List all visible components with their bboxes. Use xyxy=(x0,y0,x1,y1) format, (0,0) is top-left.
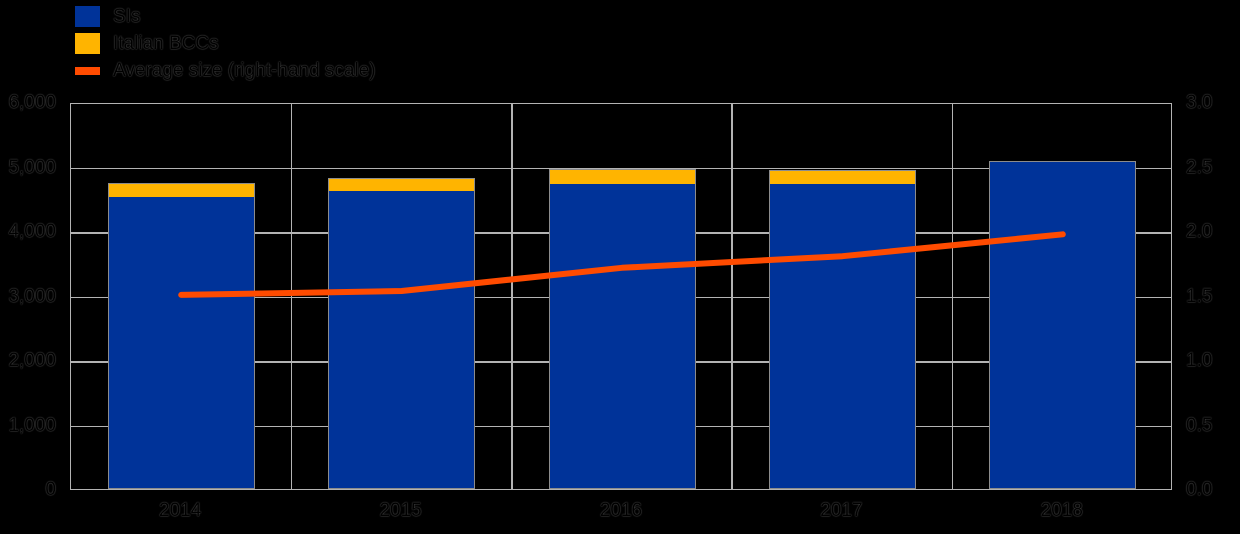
right-axis-tick: 0.5 xyxy=(1186,414,1213,436)
right-axis-tick: 2.5 xyxy=(1186,156,1213,178)
bccs-swatch-icon xyxy=(75,33,100,54)
legend-item-sis: SIs xyxy=(75,3,376,30)
bar-2016 xyxy=(548,169,696,489)
segment-sis xyxy=(329,191,475,488)
segment-italian-bccs xyxy=(769,170,915,185)
legend-label-sis: SIs xyxy=(113,5,141,27)
segment-sis xyxy=(990,161,1136,488)
right-axis-tick: 1.0 xyxy=(1186,350,1213,371)
gridline-vertical xyxy=(511,104,513,489)
right-axis-tick: 0.0 xyxy=(1186,479,1213,500)
legend: SIs Italian BCCs Average size (right-han… xyxy=(75,3,376,84)
gridline-vertical xyxy=(951,104,954,489)
left-axis-tick: 6,000 xyxy=(8,92,56,113)
bar-2015 xyxy=(328,178,476,489)
legend-label-average-size: Average size (right-hand scale) xyxy=(113,59,376,81)
legend-item-average-size: Average size (right-hand scale) xyxy=(75,57,376,84)
left-axis-tick: 5,000 xyxy=(8,156,56,178)
gridline-vertical xyxy=(731,104,733,489)
left-axis-tick: 4,000 xyxy=(8,221,56,242)
x-axis-label-2018: 2018 xyxy=(1040,500,1083,521)
x-axis-label-2016: 2016 xyxy=(599,500,643,521)
right-axis-tick: 3.0 xyxy=(1186,92,1213,113)
bar-2018 xyxy=(989,160,1137,489)
legend-item-bccs: Italian BCCs xyxy=(75,30,376,57)
left-axis-tick: 1,000 xyxy=(8,414,56,436)
segment-sis xyxy=(769,184,915,488)
segment-sis xyxy=(549,183,695,488)
segment-italian-bccs xyxy=(329,179,475,192)
gridline-vertical xyxy=(290,104,293,489)
x-axis-label-2014: 2014 xyxy=(159,500,202,521)
x-axis-label-2017: 2017 xyxy=(820,500,863,521)
segment-italian-bccs xyxy=(108,184,254,197)
average-size-line-swatch-icon xyxy=(75,66,100,75)
bar-2014 xyxy=(107,183,255,489)
left-axis-tick: 3,000 xyxy=(8,285,56,307)
right-axis-tick: 1.5 xyxy=(1186,285,1213,307)
left-axis-tick: 0 xyxy=(45,479,56,500)
bar-2017 xyxy=(768,169,916,489)
legend-label-bccs: Italian BCCs xyxy=(113,32,219,54)
gridline-horizontal xyxy=(71,167,1171,170)
segment-italian-bccs xyxy=(549,170,695,184)
right-axis-tick: 2.0 xyxy=(1186,221,1213,242)
segment-sis xyxy=(108,196,254,488)
x-axis-label-2015: 2015 xyxy=(379,500,422,521)
sis-swatch-icon xyxy=(75,6,100,27)
plot-area xyxy=(70,103,1172,490)
left-axis-tick: 2,000 xyxy=(8,350,56,371)
